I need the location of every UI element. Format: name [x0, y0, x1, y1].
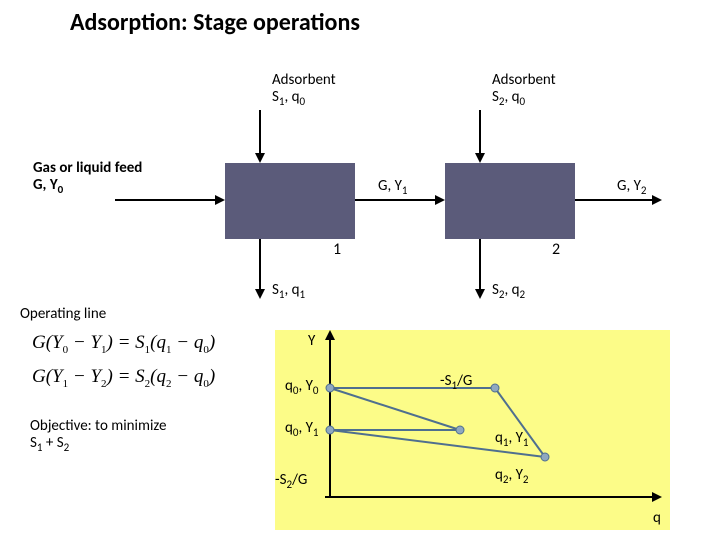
point-q1Y1	[491, 384, 499, 392]
f1-e: − q	[172, 332, 204, 353]
out2b: , q	[504, 281, 519, 299]
pt-q0Y1-label: q0, Y1	[285, 420, 319, 440]
x-axis-arrow	[652, 492, 662, 502]
l2a: q	[285, 419, 293, 437]
f2-b: − Y	[68, 366, 101, 387]
f1-f: )	[209, 332, 215, 353]
l4a: q	[495, 466, 503, 484]
objective-label: Objective: to minimize S1 + S2	[30, 418, 166, 455]
ads2-line2b: , q	[504, 88, 519, 106]
ads2-line1: Adsorbent	[492, 71, 556, 89]
out1b: , q	[284, 281, 299, 299]
l2b: , Y	[298, 419, 312, 437]
ads1-line1: Adsorbent	[272, 71, 336, 89]
point-q0Y0	[326, 384, 334, 392]
ads2-in-head	[475, 153, 485, 163]
l2bs: 1	[313, 426, 319, 439]
f1-b: − Y	[68, 332, 101, 353]
out1-label: S1, q1	[272, 282, 305, 302]
formula-2: G(Y1 − Y2) = S2(q2 − q0)	[32, 366, 215, 390]
box2-number: 2	[552, 241, 560, 259]
s2a: -S	[275, 471, 286, 489]
x-axis-label: q	[653, 510, 661, 527]
f2-e: − q	[172, 366, 204, 387]
ads2-out-head	[475, 289, 485, 299]
y-axis-arrow	[325, 330, 335, 340]
ads2-line2a: S	[492, 88, 499, 106]
f1-c: ) = S	[107, 332, 145, 353]
l1a: q	[285, 377, 293, 395]
ads1-line2a: S	[272, 88, 279, 106]
out2a: S	[492, 281, 499, 299]
f1-d: (q	[150, 332, 166, 353]
l4b: , Y	[508, 466, 522, 484]
operating-line-label: Operating line	[20, 306, 106, 323]
feed-label: Gas or liquid feed G, Y0	[33, 160, 142, 197]
out1b-sub: 1	[300, 288, 306, 301]
ads2-line2b-sub: 0	[520, 95, 526, 108]
flow-diagram	[0, 0, 720, 300]
gy1-sub: 1	[402, 184, 408, 197]
ads1-line2b: , q	[284, 88, 299, 106]
f2-c: ) = S	[107, 366, 145, 387]
pt-q1Y1-label: q1, Y1	[495, 430, 529, 450]
gy2-text: G, Y	[617, 177, 641, 195]
page: Adsorption: Stage operations Gas or liqu…	[0, 0, 720, 540]
point-q1Y1-mid	[456, 426, 464, 434]
ads1-out-head	[255, 289, 265, 299]
mid-arrow-head	[435, 195, 445, 205]
point-q2Y2	[541, 453, 549, 461]
pt-q2Y2-label: q2, Y2	[495, 467, 529, 487]
pt-q0Y0-label: q0, Y0	[285, 378, 319, 398]
feed-label-line2: G, Y	[33, 176, 58, 194]
out2-label: S2, q2	[492, 282, 525, 302]
f2-a: G(Y	[32, 366, 63, 387]
ads1-line2b-sub: 0	[300, 95, 306, 108]
f2-f: )	[209, 366, 215, 387]
feed-label-line1: Gas or liquid feed	[33, 159, 142, 177]
point-q0Y1	[326, 426, 334, 434]
l3a: q	[495, 429, 503, 447]
objective-2a: S	[30, 434, 37, 452]
ads2-label: Adsorbent S2, q0	[492, 72, 556, 109]
l4bs: 2	[523, 473, 529, 486]
f2-d: (q	[150, 366, 166, 387]
box1-number: 1	[333, 241, 341, 259]
l1bs: 0	[313, 384, 319, 397]
formula-1: G(Y0 − Y1) = S1(q1 − q0)	[32, 332, 215, 356]
line-p1-p3	[330, 388, 460, 430]
objective-2b: + S	[42, 434, 63, 452]
f1-a: G(Y	[32, 332, 63, 353]
gy2-sub: 2	[641, 184, 647, 197]
stage-2-box	[445, 163, 575, 239]
y-axis-label: Y	[308, 333, 315, 350]
l1b: , Y	[298, 377, 312, 395]
out-arrow-head	[652, 195, 662, 205]
s1b: /G	[457, 372, 472, 390]
slope-s2g-label: -S2/G	[275, 472, 307, 492]
feed-label-sub: 0	[58, 183, 64, 196]
stage-1-box	[225, 163, 355, 239]
gy1-label: G, Y1	[378, 178, 407, 198]
gy1-text: G, Y	[378, 177, 402, 195]
l3bs: 1	[523, 436, 529, 449]
slope-s1g-label: -S1/G	[440, 373, 472, 393]
s1a: -S	[440, 372, 451, 390]
operating-chart	[275, 330, 670, 530]
s2b: /G	[292, 471, 307, 489]
objective-2b-sub: 2	[64, 441, 70, 454]
ads1-in-head	[255, 153, 265, 163]
objective-line1: Objective: to minimize	[30, 417, 166, 435]
ads1-label: Adsorbent S1, q0	[272, 72, 336, 109]
l3b: , Y	[508, 429, 522, 447]
gy2-label: G, Y2	[617, 178, 646, 198]
feed-arrow-head	[215, 195, 225, 205]
out2b-sub: 2	[520, 288, 526, 301]
out1a: S	[272, 281, 279, 299]
